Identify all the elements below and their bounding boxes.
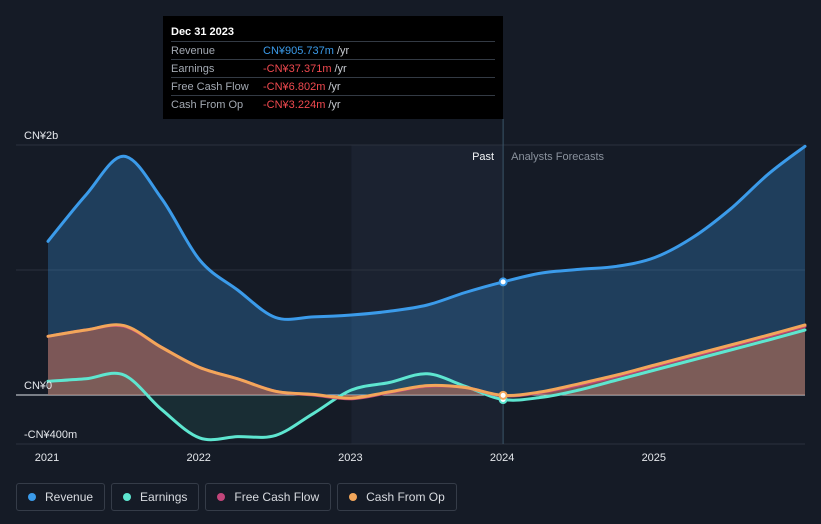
y-tick-label: CN¥2b <box>24 130 58 142</box>
legend-item-free-cash-flow[interactable]: Free Cash Flow <box>205 483 332 511</box>
x-tick-label: 2025 <box>642 452 666 464</box>
tooltip-unit: /yr <box>334 62 347 75</box>
tooltip-row-free-cash-flow: Free Cash Flow -CN¥6.802m /yr <box>171 77 495 95</box>
tooltip-label: Earnings <box>171 62 215 75</box>
x-tick-label: 2021 <box>35 452 59 464</box>
tooltip-unit: /yr <box>328 80 341 93</box>
legend-label: Revenue <box>45 490 94 504</box>
tooltip-row-cash-from-op: Cash From Op -CN¥3.224m /yr <box>171 95 495 113</box>
forecast-label: Analysts Forecasts <box>511 151 604 163</box>
free-cash-flow-dot-icon <box>217 493 226 501</box>
revenue-dot-icon <box>28 493 36 501</box>
past-label: Past <box>472 151 494 163</box>
tooltip-date: Dec 31 2023 <box>171 26 234 38</box>
tooltip-label: Free Cash Flow <box>171 80 249 93</box>
tooltip-value: CN¥905.737m <box>263 44 334 57</box>
legend-label: Free Cash Flow <box>234 490 320 504</box>
cash-from-op-line <box>46 323 807 400</box>
legend-label: Earnings <box>140 490 188 504</box>
revenue-area <box>48 146 805 395</box>
tooltip-value: -CN¥3.224m <box>263 98 326 111</box>
y-tick-label: -CN¥400m <box>24 429 77 441</box>
revenue-line <box>46 144 807 321</box>
legend-label: Cash From Op <box>366 490 445 504</box>
x-tick-label: 2022 <box>186 452 210 464</box>
cash-from-op-marker <box>498 390 508 400</box>
earnings-dot-icon <box>123 493 132 501</box>
tooltip-label: Cash From Op <box>171 98 244 111</box>
legend-item-earnings[interactable]: Earnings <box>111 483 200 511</box>
legend-item-revenue[interactable]: Revenue <box>16 483 106 511</box>
cash-from-op-dot-icon <box>349 493 358 501</box>
tooltip-row-revenue: Revenue CN¥905.737m /yr <box>171 41 495 59</box>
tooltip: Dec 31 2023 Revenue CN¥905.737m /yr Earn… <box>163 16 503 119</box>
tooltip-label: Revenue <box>171 44 216 57</box>
tooltip-value: -CN¥37.371m <box>263 62 332 75</box>
tooltip-value: -CN¥6.802m <box>263 80 326 93</box>
legend-item-cash-from-op[interactable]: Cash From Op <box>337 483 457 511</box>
tooltip-unit: /yr <box>336 44 350 57</box>
earnings-line <box>46 328 807 442</box>
tooltip-row-earnings: Earnings -CN¥37.371m /yr <box>171 59 495 77</box>
tooltip-unit: /yr <box>328 98 341 111</box>
x-tick-label: 2024 <box>490 452 514 464</box>
revenue-marker <box>498 277 508 287</box>
y-tick-label: CN¥0 <box>24 380 52 392</box>
legend: Revenue Earnings Free Cash Flow Cash Fro… <box>16 483 457 511</box>
x-tick-label: 2023 <box>338 452 362 464</box>
